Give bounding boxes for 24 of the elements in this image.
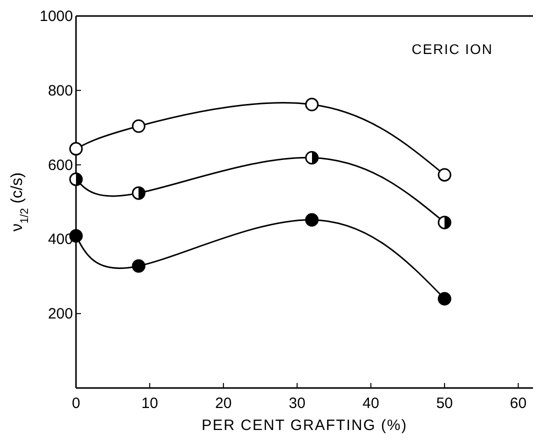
point — [305, 98, 319, 112]
x-tick-label: 60 — [510, 395, 527, 412]
point — [69, 142, 83, 156]
point — [305, 150, 319, 164]
point — [132, 186, 146, 200]
y-tick-label: 600 — [48, 156, 73, 174]
x-tick-label: 40 — [362, 395, 380, 412]
point — [438, 292, 452, 306]
x-tick-label: 0 — [72, 395, 80, 412]
point — [305, 213, 319, 227]
point — [132, 259, 146, 273]
annotation: CERIC ION — [412, 41, 493, 57]
x-tick-label: 50 — [436, 395, 453, 412]
point — [438, 216, 452, 230]
x-tick-label: 10 — [141, 395, 158, 412]
x-tick-label: 20 — [215, 395, 232, 412]
point — [132, 119, 146, 133]
y-tick-label: 1000 — [40, 8, 73, 25]
y-tick-label: 200 — [48, 306, 73, 323]
point — [438, 168, 452, 182]
point — [69, 172, 83, 186]
y-tick-label: 800 — [48, 82, 73, 100]
x-axis-title: PER CENT GRAFTING (%) — [202, 417, 408, 434]
x-tick-label: 30 — [288, 395, 306, 412]
